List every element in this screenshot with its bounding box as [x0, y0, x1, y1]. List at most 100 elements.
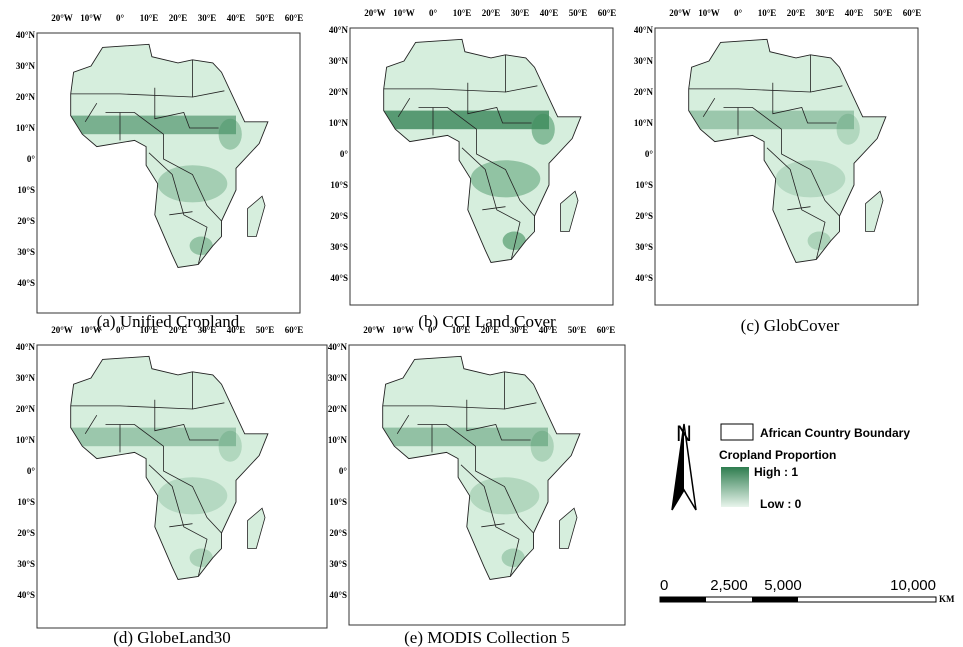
sahel-band [62, 428, 236, 447]
lat-label: 40°N [329, 25, 349, 35]
legend: N African Country Boundary Cropland Prop… [672, 421, 910, 511]
sahel-band [374, 428, 548, 447]
high-label: High : 1 [754, 465, 798, 479]
lat-label: 30°S [329, 559, 347, 569]
lat-label: 10°S [329, 497, 347, 507]
lon-label: 50°E [256, 13, 275, 23]
lat-label: 40°S [17, 590, 35, 600]
scale-label: 10,000 [890, 577, 936, 594]
lat-label: 40°S [635, 273, 653, 283]
lat-label: 10°S [17, 185, 35, 195]
lon-label: 10°W [392, 325, 414, 335]
panel-caption: (e) MODIS Collection 5 [404, 628, 570, 647]
figure: 20°W 10°W 0° 10°E 20°E 30°E 40°E 50°E 60°E 40°N 30… [0, 0, 963, 647]
map-panel: 20°W10°W0°10°E20°E30°E40°E50°E60°E40°N30… [329, 8, 616, 331]
north-label: N [676, 421, 692, 446]
scale-label: 0 [660, 577, 668, 594]
scale-unit: KM [939, 594, 955, 604]
lon-label: 40°E [539, 325, 558, 335]
lon-label: 20°W [51, 325, 73, 335]
lat-label: 10°N [16, 123, 36, 133]
legend-title: Cropland Proportion [719, 448, 836, 462]
map-panel: 20°W 10°W 0° 10°E 20°E 30°E 40°E 50°E 60°E 40°N 30… [16, 13, 303, 331]
lon-label: 30°E [816, 8, 835, 18]
lon-label: 30°E [510, 325, 529, 335]
lon-label: 10°W [80, 13, 102, 23]
lon-label: 10°E [452, 325, 471, 335]
lat-label: 40°S [17, 278, 35, 288]
lon-label: 50°E [874, 8, 893, 18]
panel-caption: (d) GlobeLand30 [113, 628, 231, 647]
lon-label: 20°E [481, 325, 500, 335]
scale-segment [660, 597, 706, 602]
lat-label: 10°N [16, 435, 36, 445]
lon-label: 30°E [198, 13, 217, 23]
lon-label: 60°E [285, 325, 304, 335]
lon-label: 10°W [698, 8, 720, 18]
lon-label: 30°E [198, 325, 217, 335]
east-patch [532, 114, 555, 145]
lon-label: 20°E [169, 325, 188, 335]
lon-label: 50°E [568, 325, 587, 335]
scale-label: 2,500 [710, 577, 748, 594]
lat-label: 10°N [328, 435, 348, 445]
lon-label: 0° [116, 325, 125, 335]
lat-label: 30°S [330, 242, 348, 252]
lat-label: 30°S [17, 559, 35, 569]
lat-label: 10°S [635, 180, 653, 190]
boundary-label: African Country Boundary [760, 426, 910, 440]
lon-label: 10°E [453, 8, 472, 18]
lon-label: 0° [116, 13, 125, 23]
lat-label: 30°S [17, 247, 35, 257]
lat-label: 20°N [634, 87, 654, 97]
lat-label: 0° [339, 466, 348, 476]
sahel-band [680, 111, 854, 130]
lat-label: 10°N [329, 118, 349, 128]
lat-label: 40°S [329, 590, 347, 600]
lat-label: 20°S [329, 528, 347, 538]
lat-label: 20°S [330, 211, 348, 221]
lon-label: 60°E [285, 13, 304, 23]
lat-label: 40°S [330, 273, 348, 283]
lat-label: 40°N [634, 25, 654, 35]
lat-label: 30°N [329, 56, 349, 66]
lat-label: 20°N [16, 92, 36, 102]
east-patch [837, 114, 860, 145]
scale-label: 5,000 [764, 577, 802, 594]
lat-label: 40°N [328, 342, 348, 352]
lon-label: 40°E [227, 325, 246, 335]
lat-label: 0° [645, 149, 654, 159]
lon-label: 50°E [256, 325, 275, 335]
scale-segment [752, 597, 798, 602]
lon-label: 20°W [363, 325, 385, 335]
map-panel: 20°W 10°W 0° 10°E 20°E 30°E 40°E 50°E 60°E 40°N 30… [328, 325, 625, 647]
lat-label: 30°N [16, 61, 36, 71]
low-label: Low : 0 [760, 497, 802, 511]
lon-label: 50°E [569, 8, 588, 18]
lat-label: 0° [340, 149, 349, 159]
lon-label: 60°E [903, 8, 922, 18]
lon-label: 10°W [80, 325, 102, 335]
east-patch [219, 119, 242, 150]
lat-label: 30°N [328, 373, 348, 383]
lon-label: 20°E [169, 13, 188, 23]
lon-label: 20°W [669, 8, 691, 18]
lon-label: 20°W [51, 13, 73, 23]
lon-label: 10°E [140, 13, 159, 23]
lat-label: 10°S [17, 497, 35, 507]
lon-label: 60°E [597, 325, 616, 335]
panels: 20°W 10°W 0° 10°E 20°E 30°E 40°E 50°E 60°E 40°N 30… [16, 8, 921, 647]
sahel-band [375, 111, 549, 130]
lat-label: 10°N [634, 118, 654, 128]
lon-label: 40°E [227, 13, 246, 23]
lat-label: 40°N [16, 30, 36, 40]
lon-label: 10°E [758, 8, 777, 18]
lon-label: 10°E [140, 325, 159, 335]
lon-label: 30°E [511, 8, 530, 18]
lon-label: 20°W [364, 8, 386, 18]
lon-label: 0° [428, 325, 437, 335]
color-ramp [721, 467, 749, 507]
east-patch [219, 431, 242, 462]
